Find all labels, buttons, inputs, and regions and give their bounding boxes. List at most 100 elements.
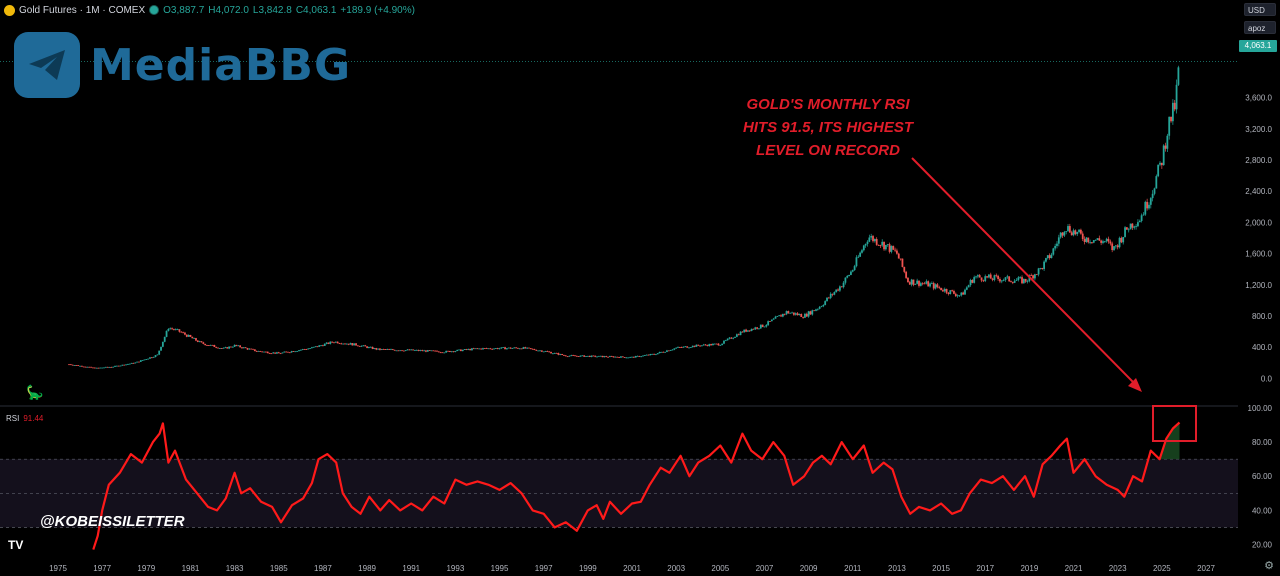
candle-body: [1076, 231, 1079, 235]
rsi-axis[interactable]: 20.00 40.00 60.00 80.00 100.00: [1248, 404, 1273, 549]
candle-body: [658, 351, 661, 354]
time-tick-label: 2013: [888, 564, 906, 573]
candle-body: [908, 282, 911, 285]
rsi-tick-label: 20.00: [1252, 540, 1273, 549]
candle-body: [167, 328, 170, 331]
candle-body: [270, 353, 273, 355]
candle-body: [704, 344, 707, 346]
candle-body: [653, 353, 655, 355]
candle-body: [539, 350, 541, 352]
candle-body: [355, 343, 357, 346]
candle-body: [559, 353, 562, 355]
price-axis[interactable]: 0.0 400.0 800.0 1,200.0 1,600.0 2,000.0 2,400.…: [1245, 94, 1272, 384]
candle-body: [327, 342, 330, 344]
candle-body: [680, 347, 683, 348]
candle-body: [393, 349, 396, 351]
candle-body: [345, 343, 348, 345]
candle-body: [778, 315, 781, 317]
candle-body: [1061, 232, 1064, 236]
rsi-value: 91.44: [23, 414, 44, 423]
tradingview-logo[interactable]: TV: [8, 538, 24, 552]
candle-body: [494, 348, 497, 349]
candle-body: [141, 360, 144, 361]
candle-body: [1010, 281, 1012, 283]
candle-body: [68, 364, 70, 366]
candle-body: [655, 354, 657, 356]
candle-body: [551, 353, 554, 355]
candle-body: [1118, 237, 1121, 248]
candle-body: [745, 329, 747, 332]
candle-body: [597, 355, 600, 357]
candle-body: [859, 252, 862, 257]
time-axis[interactable]: 1975 1977 1979 1981 1983 1985 1987 1989 1991 1993…: [49, 564, 1215, 573]
price-tick-label: 2,800.0: [1245, 156, 1272, 165]
candle-body: [666, 350, 668, 352]
candle-body: [290, 351, 293, 353]
candle-body: [261, 351, 264, 353]
candle-body: [840, 286, 843, 288]
candle-body: [627, 357, 630, 359]
candle-body: [1092, 240, 1095, 243]
candle-body: [988, 274, 990, 278]
candle-body: [914, 283, 917, 285]
candle-body: [1096, 238, 1099, 240]
candle-body: [533, 349, 536, 351]
candle-body: [945, 288, 948, 293]
price-tick-label: 3,600.0: [1245, 94, 1272, 103]
candle-body: [1166, 135, 1169, 149]
candle-body: [185, 334, 188, 337]
candle-body: [842, 282, 845, 288]
candle-body: [995, 275, 998, 277]
symbol-header[interactable]: Gold Futures · 1M · COMEX O3,887.7 H4,07…: [4, 3, 415, 17]
candle-body: [770, 319, 773, 322]
candle-body: [713, 343, 716, 345]
candle-body: [1081, 233, 1084, 240]
scale-button[interactable]: apoz: [1244, 21, 1276, 34]
candle-body: [193, 338, 196, 339]
candle-body: [715, 343, 718, 345]
candle-body: [230, 346, 232, 348]
candle-body: [923, 283, 926, 285]
candle-body: [614, 356, 617, 358]
candle-body: [1162, 145, 1165, 166]
candle-body: [1030, 275, 1033, 277]
candle-body: [761, 324, 764, 327]
candle-body: [443, 352, 446, 354]
candle-body: [671, 349, 674, 351]
candle-body: [415, 349, 418, 351]
candle-body: [397, 350, 400, 352]
candle-body: [90, 366, 93, 368]
candle-body: [1074, 230, 1077, 235]
currency-button[interactable]: USD: [1244, 3, 1276, 16]
candle-body: [263, 351, 265, 353]
candle-body: [964, 289, 966, 295]
symbol-title[interactable]: Gold Futures · 1M · COMEX: [19, 4, 146, 16]
candle-body: [728, 337, 731, 339]
candle-body: [649, 353, 652, 356]
candle-body: [1052, 248, 1055, 255]
time-tick-label: 2023: [1109, 564, 1127, 573]
candle-body: [910, 279, 913, 285]
candle-body: [195, 338, 197, 341]
candle-body: [222, 347, 225, 349]
time-tick-label: 1997: [535, 564, 553, 573]
candle-body: [601, 355, 604, 358]
candle-body: [491, 348, 494, 350]
rsi-label: RSI: [6, 414, 20, 423]
candle-body: [487, 348, 490, 350]
candle-body: [837, 289, 839, 291]
candle-body: [1000, 280, 1003, 282]
gear-icon[interactable]: ⚙: [1264, 560, 1274, 572]
candle-body: [242, 347, 245, 349]
rsi-legend[interactable]: RSI 91.44: [6, 414, 43, 423]
candle-body: [207, 345, 210, 346]
candle-body: [149, 357, 151, 359]
dino-icon: 🦕: [26, 384, 44, 400]
candle-body: [134, 362, 137, 364]
candle-body: [1067, 226, 1069, 232]
candle-body: [244, 347, 247, 349]
candle-body: [529, 348, 532, 349]
candle-body: [1129, 223, 1132, 230]
candle-body: [686, 346, 689, 348]
